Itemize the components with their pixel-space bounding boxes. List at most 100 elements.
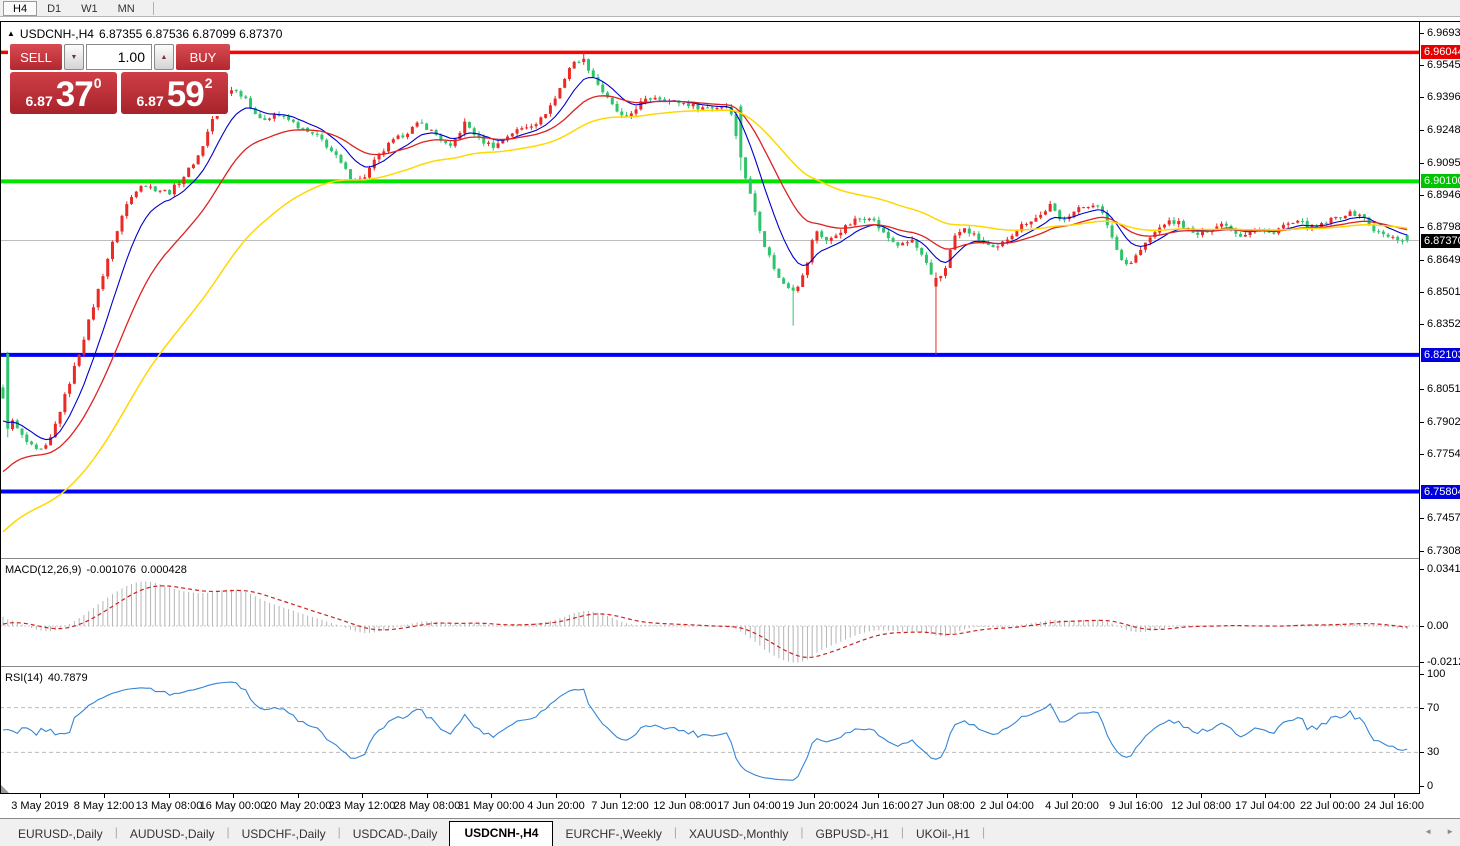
price-chart-canvas[interactable] <box>0 22 1419 558</box>
tab-xauusd-monthly[interactable]: XAUUSD-,Monthly <box>689 827 789 841</box>
volume-input[interactable]: 1.00 <box>86 44 152 70</box>
rsi-label: RSI(14) 40.7879 <box>5 672 88 684</box>
date-label: 7 Jun 12:00 <box>591 800 649 812</box>
rsi-tick-label: 0 <box>1427 780 1434 792</box>
volume-increase-button[interactable]: ▲ <box>154 44 174 70</box>
timeframe-button-d1[interactable]: D1 <box>47 2 62 15</box>
tab-audusd-daily[interactable]: AUDUSD-,Daily <box>129 827 215 841</box>
tab-scroll-left-icon[interactable]: ◄ <box>1424 827 1433 836</box>
price-chart[interactable]: ▲ USDCNH-,H4 6.87355 6.87536 6.87099 6.8… <box>0 22 1419 558</box>
tab-eurusd-daily[interactable]: EURUSD-,Daily <box>18 827 103 841</box>
panel-separator[interactable] <box>0 666 1460 669</box>
price-tick-label: 6.96935 <box>1427 27 1460 39</box>
axis-tick <box>1420 97 1424 98</box>
time-axis-tick <box>104 794 105 798</box>
buy-price-display[interactable]: 6.87 59 2 <box>121 72 228 114</box>
resize-grip[interactable] <box>1 785 9 793</box>
tab-ukoil-h1[interactable]: UKOil-,H1 <box>916 827 971 841</box>
one-click-trade-panel: SELL ▼ 1.00 ▲ BUY 6.87 37 0 <box>8 42 230 116</box>
date-label: 19 Jun 20:00 <box>782 800 846 812</box>
axis-tick <box>1420 674 1424 675</box>
date-label: 3 May 2019 <box>11 800 69 812</box>
axis-tick <box>1420 786 1424 787</box>
timeframe-button-w1[interactable]: W1 <box>81 2 98 15</box>
axis-tick <box>1420 662 1424 663</box>
panel-separator[interactable] <box>0 558 1460 561</box>
rsi-tick-label: 70 <box>1427 702 1440 714</box>
tab-divider: | <box>673 824 678 839</box>
axis-tick <box>1420 292 1424 293</box>
rsi-canvas[interactable] <box>0 669 1419 793</box>
volume-decrease-button[interactable]: ▼ <box>64 44 84 70</box>
buy-price-sup: 2 <box>204 75 213 91</box>
time-axis-tick <box>556 794 557 798</box>
macd-tick-label: 0.034174 <box>1427 563 1460 575</box>
date-label: 27 Jun 08:00 <box>911 800 975 812</box>
date-label: 17 Jul 04:00 <box>1235 800 1295 812</box>
time-axis-tick <box>40 794 41 798</box>
macd-label: MACD(12,26,9) -0.001076 0.000428 <box>5 564 187 576</box>
tab-usdchf-daily[interactable]: USDCHF-,Daily <box>241 827 326 841</box>
chart-window: ▲ USDCNH-,H4 6.87355 6.87536 6.87099 6.8… <box>0 21 1460 818</box>
date-label: 23 May 12:00 <box>328 800 396 812</box>
price-tick-label: 6.79025 <box>1427 416 1460 428</box>
time-axis-tick <box>1007 794 1008 798</box>
axis-tick <box>1420 752 1424 753</box>
tab-usdcnh-h4[interactable]: USDCNH-,H4 <box>449 821 554 846</box>
tab-divider: | <box>337 824 341 839</box>
macd-tick-label: -0.021296 <box>1427 656 1460 668</box>
time-axis-tick <box>233 794 234 798</box>
chart-symbol: USDCNH-,H4 <box>19 27 94 41</box>
level-price-tag-pivot-green: 6.90100 <box>1421 174 1460 188</box>
price-tick-label: 6.89465 <box>1427 189 1460 201</box>
price-axis[interactable]: 6.96935 6.95450 6.93965 6.92480 6.90950 6.894… <box>1420 22 1460 794</box>
tab-scroll-controls: ◄ ► <box>1424 827 1454 836</box>
time-axis-tick <box>620 794 621 798</box>
price-tick-label: 6.87980 <box>1427 221 1460 233</box>
axis-tick <box>1420 324 1424 325</box>
chart-tabs: EURUSD-,Daily | AUDUSD-,Daily | USDCHF-,Dail… <box>0 818 1460 846</box>
rsi-panel[interactable]: RSI(14) 40.7879 <box>0 669 1419 793</box>
sell-button[interactable]: SELL <box>10 44 62 70</box>
date-label: 8 May 12:00 <box>73 800 135 812</box>
timeframe-button-mn[interactable]: MN <box>117 2 135 15</box>
price-tick-label: 6.93965 <box>1427 91 1460 103</box>
buy-price-prefix: 6.87 <box>136 93 164 109</box>
timeframe-button-h4[interactable]: H4 <box>3 0 38 16</box>
axis-border <box>0 793 1460 794</box>
rsi-tick-label: 30 <box>1427 746 1440 758</box>
price-tick-label: 6.83525 <box>1427 318 1460 330</box>
tab-gbpusd-h1[interactable]: GBPUSD-,H1 <box>815 827 889 841</box>
time-axis[interactable]: 3 May 2019 8 May 12:00 13 May 08:00 16 May … <box>0 794 1460 818</box>
macd-canvas[interactable] <box>0 561 1419 666</box>
time-axis-tick <box>298 794 299 798</box>
tab-divider: | <box>114 824 118 839</box>
axis-tick <box>1420 195 1424 196</box>
tab-eurchf-weekly[interactable]: EURCHF-,Weekly <box>565 827 662 841</box>
tab-usdcad-daily[interactable]: USDCAD-,Daily <box>352 827 438 841</box>
macd-panel[interactable]: MACD(12,26,9) -0.001076 0.000428 <box>0 561 1419 666</box>
axis-tick <box>1420 626 1424 627</box>
sell-price-sup: 0 <box>93 75 102 91</box>
date-label: 4 Jul 20:00 <box>1045 800 1099 812</box>
time-axis-tick <box>685 794 686 798</box>
price-tick-label: 6.80510 <box>1427 383 1460 395</box>
level-price-tag-support-2: 6.75804 <box>1421 485 1460 499</box>
current-price-tag: 6.87370 <box>1421 234 1460 248</box>
axis-tick <box>1420 422 1424 423</box>
time-axis-tick <box>362 794 363 798</box>
time-axis-tick <box>814 794 815 798</box>
date-label: 28 May 08:00 <box>393 800 461 812</box>
plot-border-right <box>1419 22 1420 794</box>
axis-tick <box>1420 569 1424 570</box>
axis-tick <box>1420 708 1424 709</box>
date-label: 12 Jun 08:00 <box>653 800 717 812</box>
price-tick-label: 6.90950 <box>1427 157 1460 169</box>
price-tick-label: 6.95450 <box>1427 59 1460 71</box>
tab-scroll-right-icon[interactable]: ► <box>1446 827 1454 836</box>
axis-tick <box>1420 227 1424 228</box>
sell-price-display[interactable]: 6.87 37 0 <box>10 72 117 114</box>
buy-button[interactable]: BUY <box>176 44 230 70</box>
time-axis-tick <box>427 794 428 798</box>
